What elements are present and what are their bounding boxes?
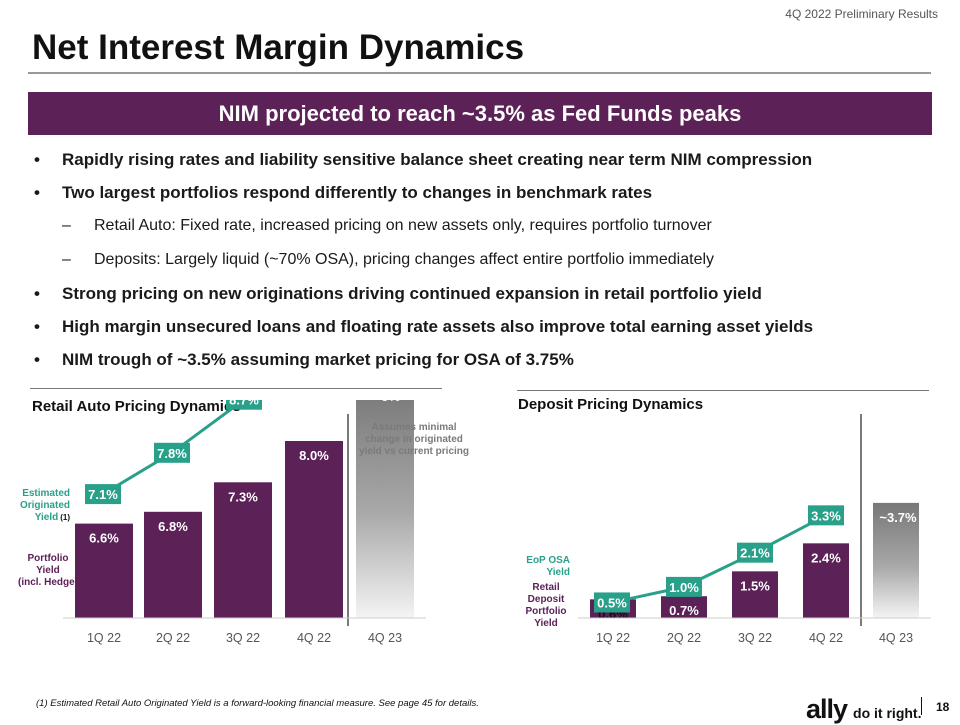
bullet-dot: • — [34, 150, 40, 169]
line-value-label: 7.8% — [157, 446, 187, 461]
bullet-item: • High margin unsecured loans and floatin… — [34, 317, 813, 337]
line-value-label: 0.5% — [597, 595, 627, 610]
line-value-label-bg — [737, 542, 773, 563]
sub-bullet-dash: – — [62, 217, 71, 234]
line-legend-label: Estimated Originated Yield (1) — [20, 488, 70, 523]
sub-bullet-item: – Retail Auto: Fixed rate, increased pric… — [62, 217, 712, 235]
title-divider — [28, 72, 931, 74]
bar-value-label: ~9% — [374, 400, 401, 404]
bar-value-label: 1.5% — [740, 578, 770, 593]
bullet-dot: • — [34, 284, 40, 303]
bullet-dot: • — [34, 350, 40, 369]
x-tick-label: 4Q 22 — [297, 631, 331, 645]
line-value-label-bg — [226, 400, 262, 410]
x-tick-label: 2Q 22 — [667, 631, 701, 645]
section-divider — [30, 388, 442, 389]
line-series — [102, 400, 247, 496]
bar-value-label: 0.7% — [669, 603, 699, 618]
line-value-label-bg — [808, 505, 844, 526]
line-value-label-bg — [85, 484, 121, 505]
bar-value-label: 2.4% — [811, 550, 841, 565]
line-value-label-bg — [594, 592, 630, 613]
headline-banner: NIM projected to reach ~3.5% as Fed Fund… — [28, 92, 932, 135]
bullet-text: Rapidly rising rates and liability sensi… — [62, 150, 813, 169]
header-tag: 4Q 2022 Preliminary Results — [785, 7, 938, 21]
x-tick-label: 3Q 22 — [226, 631, 260, 645]
line-value-label-bg — [666, 576, 702, 597]
bullet-item: • NIM trough of ~3.5% assuming market pri… — [34, 350, 574, 370]
line-value-label: 1.0% — [669, 580, 699, 595]
line-value-label-bg — [154, 442, 190, 463]
bullet-item: • Strong pricing on new originations driv… — [34, 284, 762, 304]
banner-text: NIM projected to reach ~3.5% as Fed Fund… — [218, 100, 742, 126]
bar — [75, 523, 133, 618]
logo-wordmark: ally — [806, 694, 848, 724]
x-tick-label: 2Q 22 — [156, 631, 190, 645]
bullet-text: NIM trough of ~3.5% assuming market pric… — [62, 350, 574, 369]
x-tick-label: 4Q 22 — [809, 631, 843, 645]
bullet-dot: • — [34, 183, 40, 202]
bar — [732, 571, 778, 618]
x-tick-label: 1Q 22 — [87, 631, 121, 645]
bar — [285, 441, 343, 618]
line-value-label: 3.3% — [811, 508, 841, 523]
deposit-chart: 0.6% 0.7%1.5%2.4%~3.7%0.5%1.0%2.1%3.3%1Q … — [525, 414, 931, 645]
forecast-annotation: Assumes minimal change in originated yield… — [359, 422, 469, 457]
logo-separator — [921, 697, 922, 715]
x-tick-label: 4Q 23 — [368, 631, 402, 645]
bar-legend-label: Portfolio Yield (incl. Hedge) — [18, 553, 78, 588]
bar-value-label: 6.8% — [158, 519, 188, 534]
x-tick-label: 4Q 23 — [879, 631, 913, 645]
retail-auto-chart: 6.6%6.8%7.3%8.0%~9%7.1%7.8%8.7%9.6%1Q 22… — [18, 400, 469, 645]
bullet-dot: • — [34, 317, 40, 336]
bar — [661, 596, 707, 618]
deposit-chart-title: Deposit Pricing Dynamics — [518, 396, 704, 413]
bullet-item: • Two largest portfolios respond differen… — [34, 183, 652, 203]
sub-bullet-item: – Deposits: Largely liquid (~70% OSA), pr… — [62, 251, 714, 269]
x-tick-label: 1Q 22 — [596, 631, 630, 645]
line-series — [611, 514, 827, 604]
sub-bullet-text: Deposits: Largely liquid (~70% OSA), pri… — [94, 251, 715, 268]
bullet-item: • Rapidly rising rates and liability sens… — [34, 150, 812, 170]
bar-value-label: 7.3% — [228, 489, 258, 504]
ally-logo: ally do it right. — [806, 694, 921, 725]
section-divider — [517, 390, 929, 391]
bar-value-label: ~3.7% — [879, 510, 917, 525]
line-value-label: 2.1% — [740, 546, 770, 561]
bar-legend-label: Retail Deposit Portfolio Yield — [525, 582, 566, 629]
logo-tagline: do it right. — [853, 705, 922, 721]
page-number: 18 — [936, 700, 950, 714]
sub-bullet-text: Retail Auto: Fixed rate, increased prici… — [94, 217, 712, 234]
bullet-text: Two largest portfolios respond different… — [62, 183, 653, 202]
retail-auto-chart-title: Retail Auto Pricing Dynamics — [32, 398, 241, 415]
line-legend-label: EoP OSA Yield — [526, 555, 570, 578]
bullet-text: High margin unsecured loans and floating… — [62, 317, 814, 336]
bar — [873, 502, 919, 618]
x-tick-label: 3Q 22 — [738, 631, 772, 645]
line-value-label: 7.1% — [88, 487, 118, 502]
bar — [144, 511, 202, 618]
footnote: (1) Estimated Retail Auto Originated Yie… — [36, 698, 479, 709]
bar-value-label: 8.0% — [299, 448, 329, 463]
bar — [803, 543, 849, 618]
bar-value-label: 6.6% — [89, 531, 119, 546]
sub-bullet-dash: – — [62, 251, 71, 268]
page-title: Net Interest Margin Dynamics — [32, 28, 525, 67]
line-value-label: 8.7% — [229, 400, 259, 408]
bar — [356, 400, 414, 618]
bullet-text: Strong pricing on new originations drivi… — [62, 284, 762, 303]
bar — [214, 482, 272, 618]
